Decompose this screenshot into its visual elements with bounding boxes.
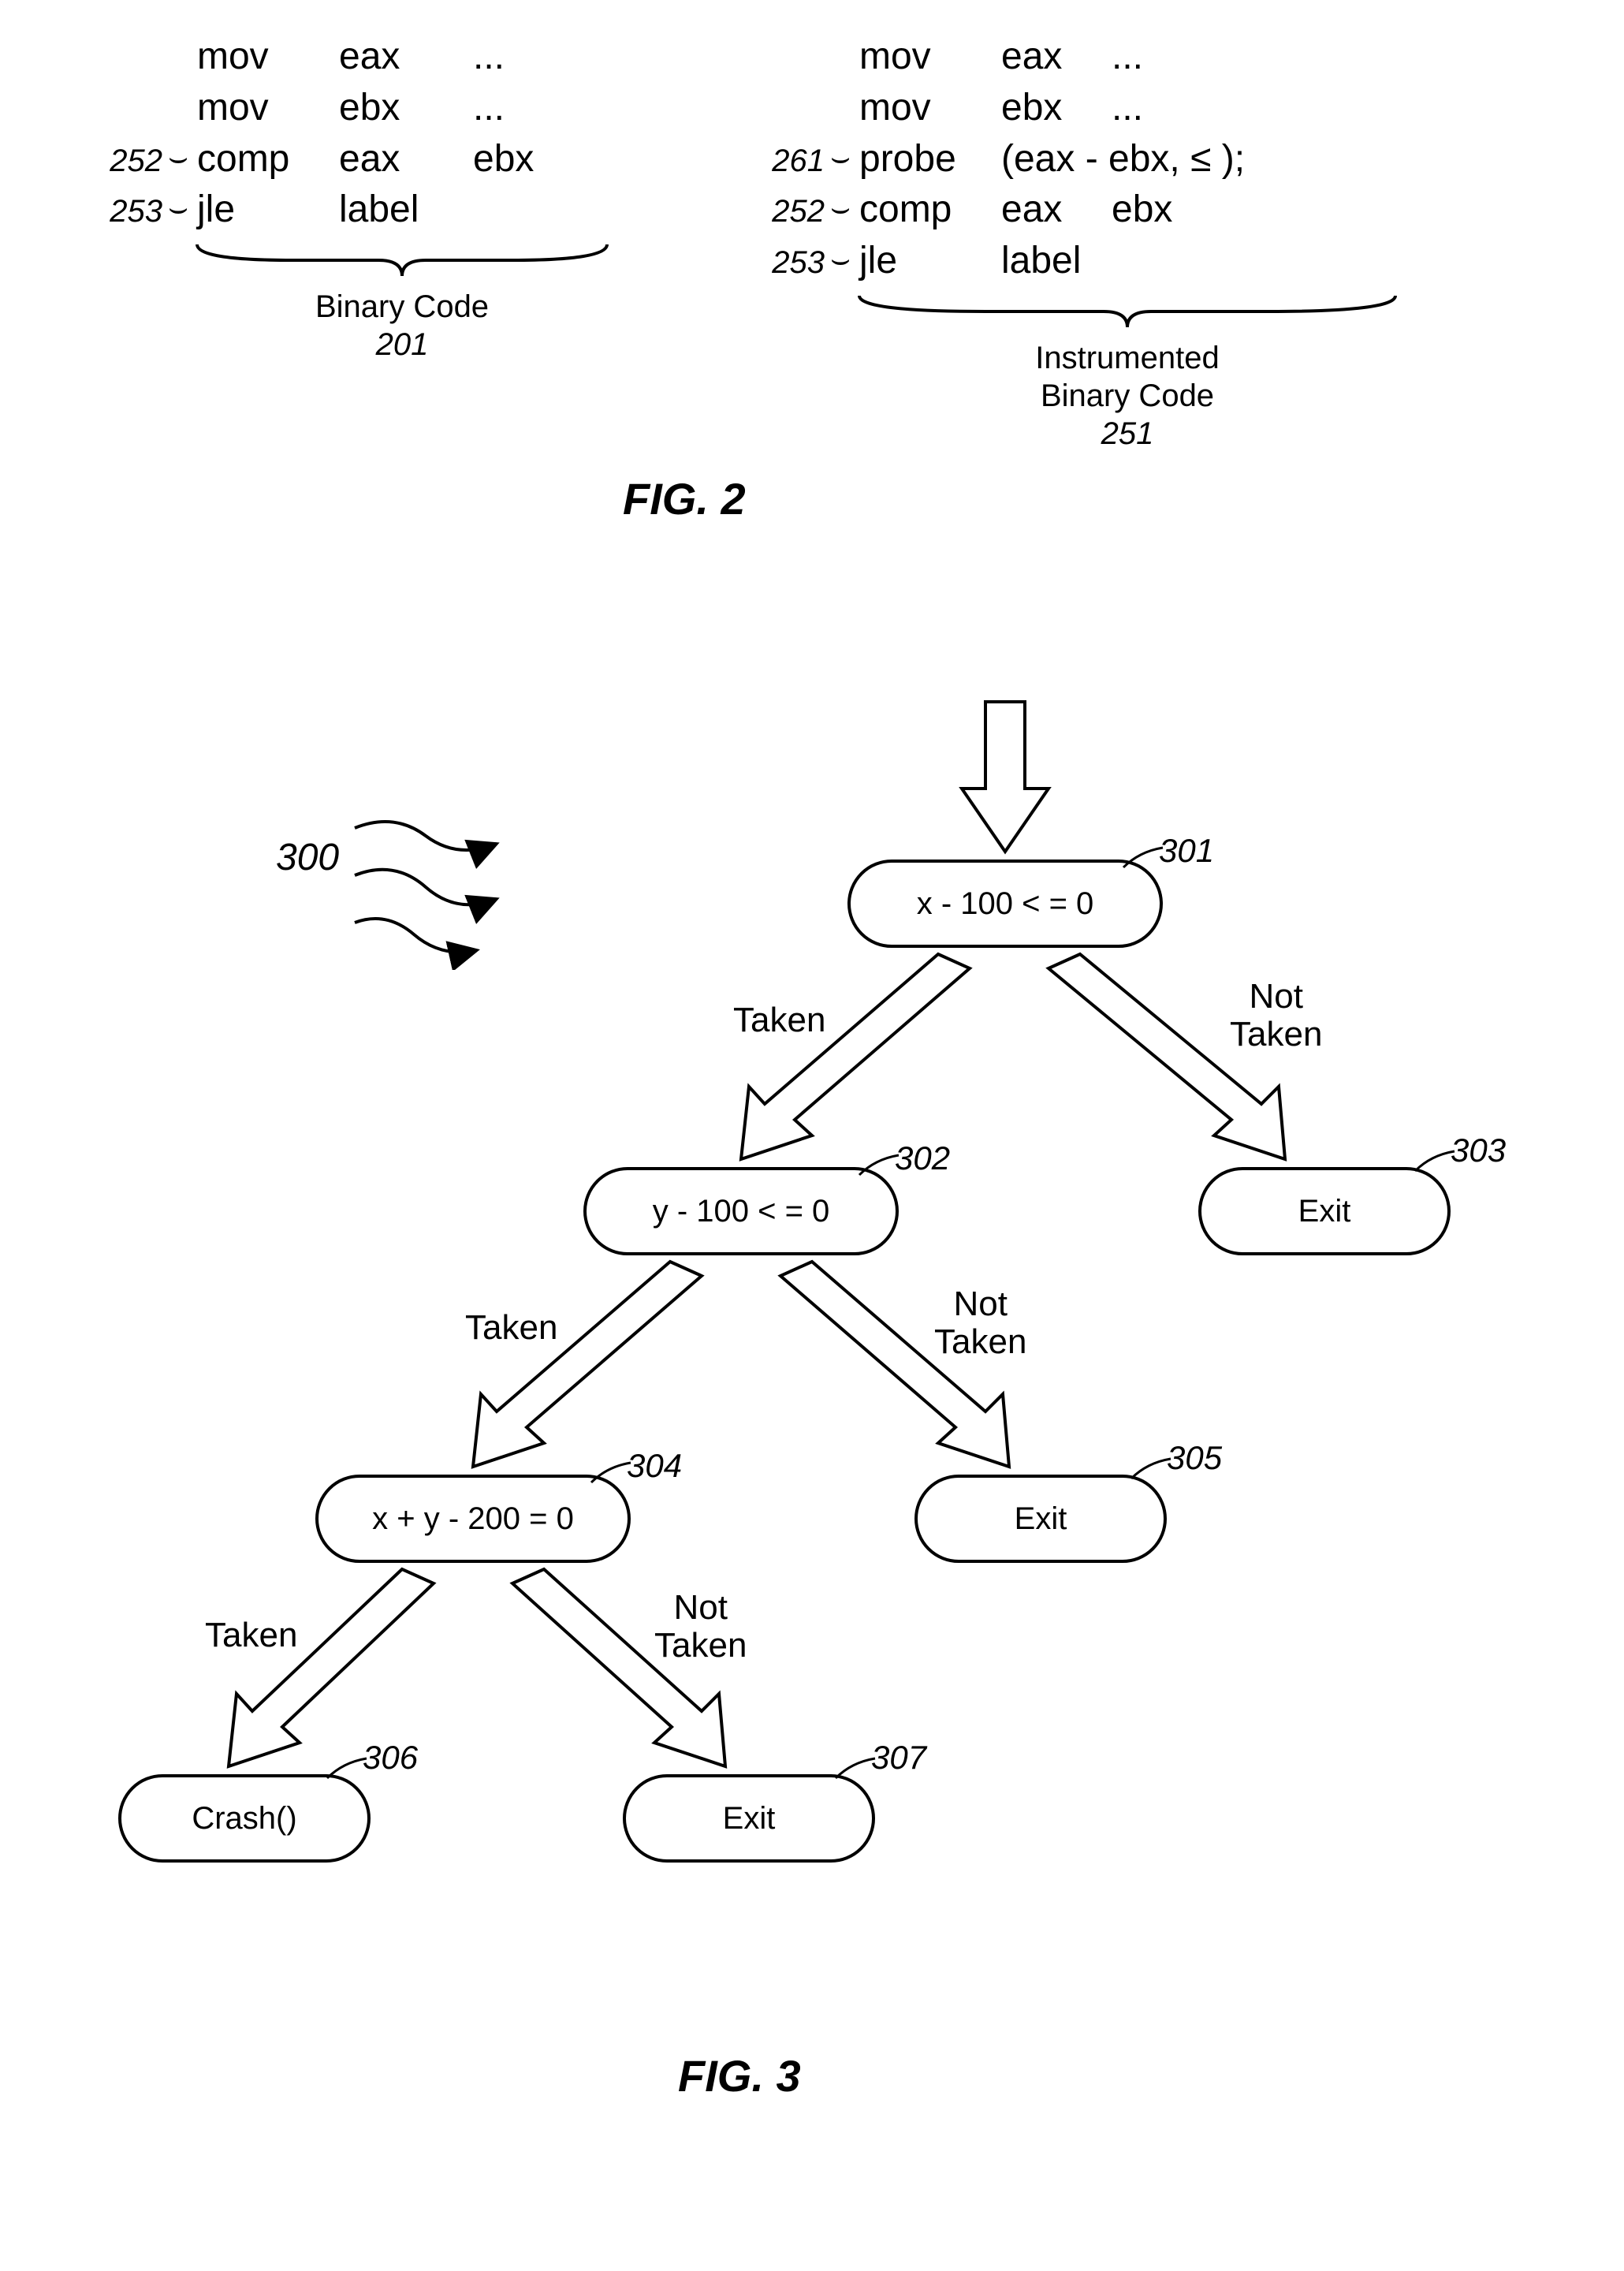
code-arg: ... <box>473 32 575 83</box>
brace-icon <box>189 241 615 288</box>
leader-glyph: ⌣ <box>828 238 859 281</box>
ref-number: 301 <box>1159 832 1214 870</box>
code-arg: (eax - ebx, ≤ ); <box>1001 134 1245 185</box>
caption-text: Binary Code <box>284 288 520 326</box>
ref-number: 252 <box>741 190 828 233</box>
ref-number: 302 <box>895 1139 950 1177</box>
leader-line <box>587 1459 635 1490</box>
caption-ref: 251 <box>1009 415 1246 453</box>
code-arg: ebx <box>339 83 473 134</box>
code-arg: label <box>339 185 473 236</box>
decision-node-302: y - 100 < = 0 <box>583 1167 899 1255</box>
code-op: mov <box>197 83 339 134</box>
caption-text: Binary Code <box>1009 377 1246 415</box>
leader-line <box>855 1151 903 1183</box>
code-arg: ... <box>473 83 575 134</box>
ref-number: 304 <box>627 1447 682 1485</box>
code-op: jle <box>197 185 339 236</box>
brace-caption: Binary Code 201 <box>284 288 520 364</box>
code-op: mov <box>859 83 1001 134</box>
node-label: Exit <box>1015 1501 1067 1537</box>
leader-line <box>1127 1455 1175 1486</box>
ref-number: 305 <box>1167 1439 1222 1477</box>
instrumented-code-block: mov eax ... mov ebx ... 261 ⌣ probe (eax… <box>741 32 1245 287</box>
caption-text: Instrumented <box>1009 339 1246 377</box>
node-label: x - 100 < = 0 <box>917 886 1094 922</box>
ref-number: 307 <box>871 1739 926 1777</box>
edge-label-taken: Taken <box>733 1001 825 1039</box>
ref-number: 303 <box>1451 1132 1506 1169</box>
node-label: Exit <box>1298 1194 1351 1229</box>
code-arg: eax <box>1001 32 1112 83</box>
leader-line <box>832 1755 879 1786</box>
figure-label: FIG. 2 <box>623 473 746 524</box>
fig2-section: mov eax ... mov ebx ... 252 ⌣ comp eax e… <box>32 32 1592 505</box>
edge-label-not-taken: NotTaken <box>1230 978 1322 1054</box>
terminal-node-305: Exit <box>914 1475 1167 1563</box>
brace-caption: Instrumented Binary Code 251 <box>1009 339 1246 453</box>
leader-glyph: ⌣ <box>828 187 859 229</box>
code-arg: label <box>1001 236 1112 287</box>
code-arg: ebx <box>1001 83 1112 134</box>
terminal-node-303: Exit <box>1198 1167 1451 1255</box>
ref-number: 253 <box>741 241 828 284</box>
terminal-node-307: Exit <box>623 1774 875 1863</box>
code-arg: ebx <box>1112 185 1172 236</box>
code-arg: eax <box>339 32 473 83</box>
edge-label-not-taken: NotTaken <box>654 1589 747 1665</box>
fig3-section: 300 <box>32 694 1592 2192</box>
leader-glyph: ⌣ <box>828 136 859 179</box>
node-label: x + y - 200 = 0 <box>372 1501 574 1537</box>
edge-label-taken: Taken <box>205 1617 297 1654</box>
leader-line <box>323 1755 371 1786</box>
ref-number: 253 <box>79 190 166 233</box>
figure-label: FIG. 3 <box>678 2050 801 2101</box>
ref-number: 261 <box>741 140 828 182</box>
code-arg: ... <box>1112 32 1143 83</box>
leader-line <box>1119 844 1167 875</box>
caption-ref: 201 <box>284 326 520 364</box>
leader-line <box>1411 1147 1458 1179</box>
node-label: y - 100 < = 0 <box>653 1194 830 1229</box>
terminal-node-306: Crash() <box>118 1774 371 1863</box>
page-root: mov eax ... mov ebx ... 252 ⌣ comp eax e… <box>32 32 1592 2239</box>
code-arg: ebx <box>473 134 575 185</box>
node-label: Crash() <box>192 1801 296 1837</box>
binary-code-block: mov eax ... mov ebx ... 252 ⌣ comp eax e… <box>79 32 575 236</box>
flow-arrows <box>32 694 1592 2192</box>
ref-number: 252 <box>79 140 166 182</box>
brace-icon <box>851 292 1403 339</box>
code-op: comp <box>859 185 1001 236</box>
leader-glyph: ⌣ <box>166 187 197 229</box>
code-op: mov <box>859 32 1001 83</box>
edge-label-taken: Taken <box>465 1309 557 1347</box>
code-arg: ... <box>1112 83 1143 134</box>
code-arg: eax <box>339 134 473 185</box>
code-op: probe <box>859 134 1001 185</box>
decision-node-304: x + y - 200 = 0 <box>315 1475 631 1563</box>
code-op: mov <box>197 32 339 83</box>
ref-number: 306 <box>363 1739 418 1777</box>
edge-label-not-taken: NotTaken <box>934 1285 1026 1362</box>
leader-glyph: ⌣ <box>166 136 197 179</box>
node-label: Exit <box>723 1801 776 1837</box>
code-op: comp <box>197 134 339 185</box>
decision-node-301: x - 100 < = 0 <box>847 860 1163 948</box>
code-op: jle <box>859 236 1001 287</box>
code-arg: eax <box>1001 185 1112 236</box>
